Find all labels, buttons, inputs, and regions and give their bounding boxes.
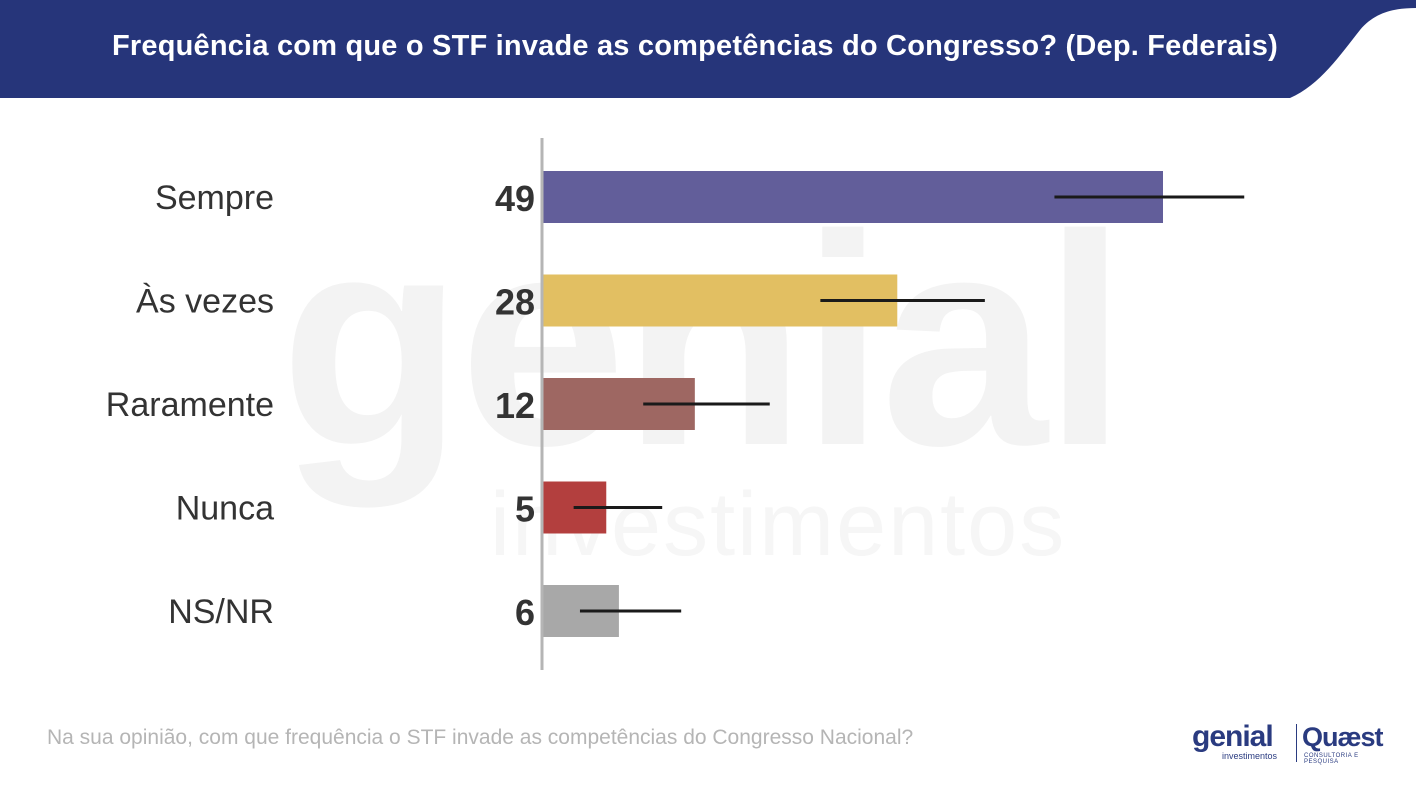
value-label-3: 5 bbox=[515, 489, 535, 530]
value-label-0: 49 bbox=[495, 178, 535, 219]
category-label-1: Às vezes bbox=[136, 283, 274, 321]
bar-chart: Sempre 49 Às vezes 28 Raramente 12 Nunca 5 NS/NR… bbox=[106, 138, 1245, 670]
brand-logos: genial investimentos Quæst CONSULTORIA E… bbox=[1192, 722, 1392, 766]
survey-question: Na sua opinião, com que frequência o STF… bbox=[47, 726, 914, 749]
value-label-2: 12 bbox=[495, 385, 535, 426]
value-label-1: 28 bbox=[495, 282, 535, 323]
quaest-logo-subtitle: CONSULTORIA E PESQUISA bbox=[1304, 753, 1359, 765]
category-label-4: NS/NR bbox=[168, 593, 274, 631]
quaest-logo: Quæst bbox=[1302, 722, 1384, 752]
value-label-4: 6 bbox=[515, 592, 535, 633]
page-title: Frequência com que o STF invade as compe… bbox=[111, 30, 1278, 62]
category-label-3: Nunca bbox=[176, 490, 274, 528]
logo-divider bbox=[1296, 724, 1297, 762]
category-label-0: Sempre bbox=[155, 179, 274, 217]
genial-logo-subtitle: investimentos bbox=[1222, 751, 1278, 761]
genial-logo: genial bbox=[1192, 720, 1274, 753]
header-background bbox=[0, 0, 1416, 98]
header-bar bbox=[0, 0, 1416, 98]
category-label-2: Raramente bbox=[106, 386, 274, 424]
